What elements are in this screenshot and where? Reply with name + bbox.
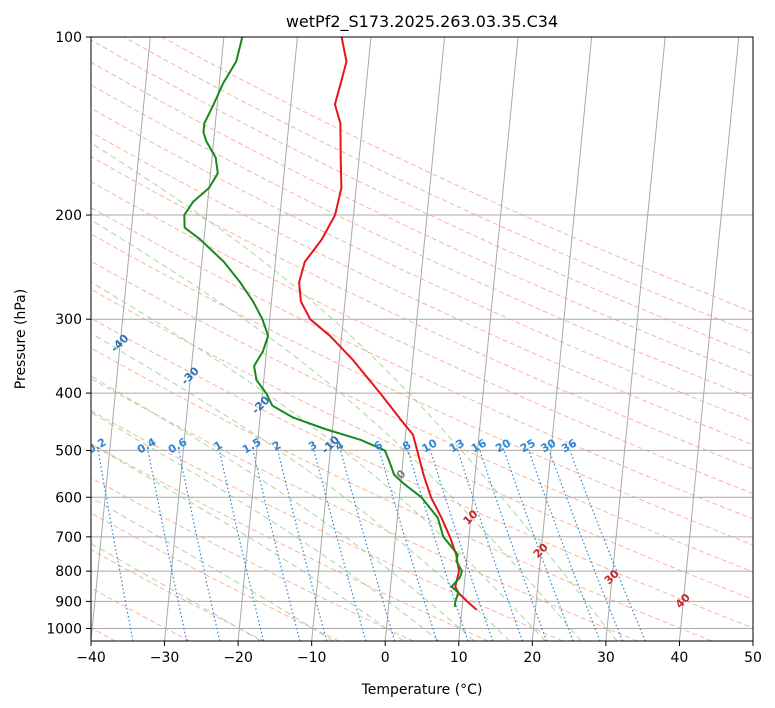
y-tick-label: 700: [55, 530, 82, 546]
isotherm: [311, 37, 372, 641]
moist-adiabat: [91, 219, 582, 641]
mixing-ratio-line: [313, 450, 367, 641]
x-tick-label: 0: [381, 650, 390, 666]
x-axis-label: Temperature (°C): [361, 682, 483, 698]
y-tick-label: 1000: [46, 621, 82, 637]
y-tick-label: 900: [55, 594, 82, 610]
y-tick-label: 300: [55, 312, 82, 328]
x-tick-label: 10: [450, 650, 468, 666]
mixing-ratio-line: [218, 450, 265, 641]
plot-frame: [90, 36, 754, 642]
moist-adiabat: [91, 443, 404, 641]
isotherm: [458, 37, 519, 641]
dewpoint-profile-line: [183, 37, 463, 608]
mixing-ratio-line: [429, 450, 494, 641]
mixing-ratio-line: [252, 450, 301, 641]
dry-adiabat: [91, 181, 753, 495]
x-tick-label: 30: [597, 650, 615, 666]
dry-adiabat: [91, 347, 712, 641]
moist-adiabat: [91, 411, 440, 641]
dry-adiabat: [91, 410, 563, 641]
x-tick-label: 20: [523, 650, 541, 666]
y-tick-label: 400: [55, 386, 82, 402]
dry-adiabat: [91, 288, 753, 601]
x-tick-label: −10: [297, 650, 327, 666]
mixing-ratio-line: [479, 450, 548, 641]
dry-adiabat: [91, 587, 190, 641]
dry-adiabat: [91, 260, 753, 573]
mixing-ratio-line: [457, 450, 524, 641]
y-tick-label: 100: [55, 30, 82, 46]
moist-adiabat: [91, 375, 475, 641]
x-tick-label: −40: [76, 650, 106, 666]
mixing-ratio-line: [548, 450, 624, 641]
mixing-ratio-line: [339, 450, 396, 641]
dry-adiabat: [161, 37, 753, 313]
mixing-ratio-line: [378, 450, 438, 641]
moist-adiabat: [91, 542, 262, 641]
mixing-ratio-line: [503, 450, 574, 641]
dry-adiabat: [91, 378, 638, 641]
x-tick-label: 40: [671, 650, 689, 666]
y-tick-label: 200: [55, 208, 82, 224]
mixing-ratio-line: [407, 450, 469, 641]
dry-adiabat: [91, 442, 489, 641]
mixing-ratio-line: [277, 450, 328, 641]
isotherm: [531, 37, 593, 641]
dry-adiabat: [91, 549, 265, 641]
x-tick-label: 50: [744, 650, 762, 666]
isotherm: [91, 37, 151, 641]
y-tick-label: 500: [55, 443, 82, 459]
isotherm: [678, 37, 740, 641]
moist-adiabat: [91, 281, 546, 641]
mixing-ratio-line: [178, 450, 221, 641]
y-tick-label: 600: [55, 490, 82, 506]
dry-adiabat: [91, 477, 414, 641]
dry-adiabat: [91, 131, 753, 446]
x-tick-label: −30: [150, 650, 180, 666]
mixing-ratio-line: [528, 450, 601, 641]
dry-adiabat: [91, 155, 753, 470]
mixing-ratio-line: [569, 450, 646, 641]
dry-adiabat: [123, 37, 753, 334]
y-axis-label: Pressure (hPa): [13, 289, 29, 389]
dry-adiabat: [91, 317, 753, 629]
isotherm: [384, 37, 446, 641]
y-tick-label: 800: [55, 564, 82, 580]
isotherm: [164, 37, 225, 641]
x-tick-label: −20: [223, 650, 253, 666]
isotherm: [605, 37, 666, 641]
dry-adiabat: [91, 206, 753, 520]
chart-title: wetPf2_S173.2025.263.03.35.C34: [286, 12, 558, 32]
